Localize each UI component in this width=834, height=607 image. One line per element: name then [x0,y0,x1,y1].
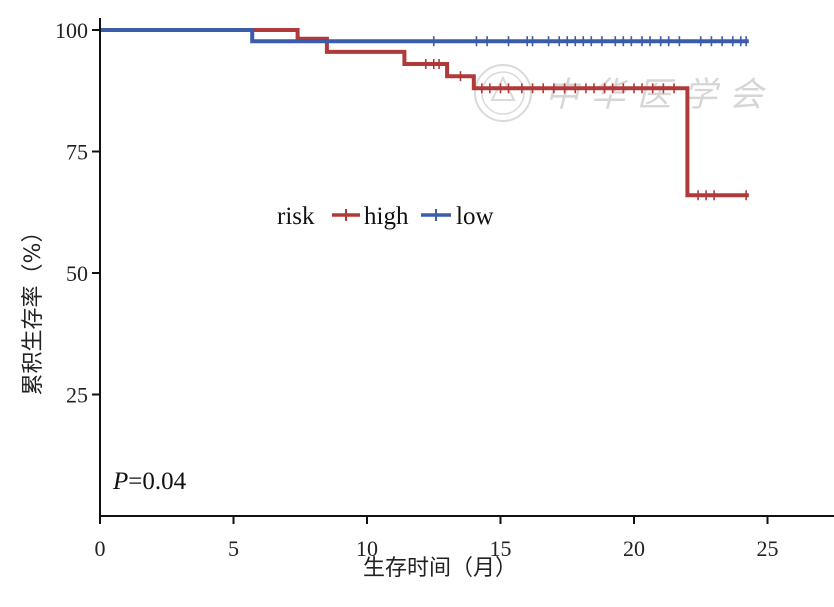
legend-label-low: low [456,203,494,230]
legend: risk high low [277,203,494,230]
series-layer [100,28,749,201]
tick-layer: 0 5 10 15 20 25 25 50 75 100 [55,18,779,561]
legend-title: risk [277,203,315,230]
y-tick-label-75: 75 [66,140,88,165]
x-tick-label-10: 10 [356,536,378,561]
p-value-symbol: P [112,468,128,495]
watermark-text: 中华医学会 [545,75,775,115]
x-tick-label-20: 20 [623,536,645,561]
legend-label-high: high [364,203,409,230]
p-value-annotation: P=0.04 [112,468,187,495]
x-tick-label-25: 25 [757,536,779,561]
x-tick-label-15: 15 [490,536,512,561]
watermark: 中华医学会 [474,64,775,122]
p-value-number: =0.04 [128,468,186,495]
series-high [100,28,749,201]
x-tick-label-0: 0 [95,536,106,561]
y-tick-label-50: 50 [66,261,88,286]
x-axis-label: 生存时间（月） [363,556,517,581]
y-tick-label-25: 25 [66,383,88,408]
series-low [100,28,749,47]
y-axis-label: 累积生存率（%） [21,221,46,396]
y-tick-label-100: 100 [55,18,88,43]
survival-line-low [100,28,749,44]
x-tick-label-5: 5 [228,536,239,561]
